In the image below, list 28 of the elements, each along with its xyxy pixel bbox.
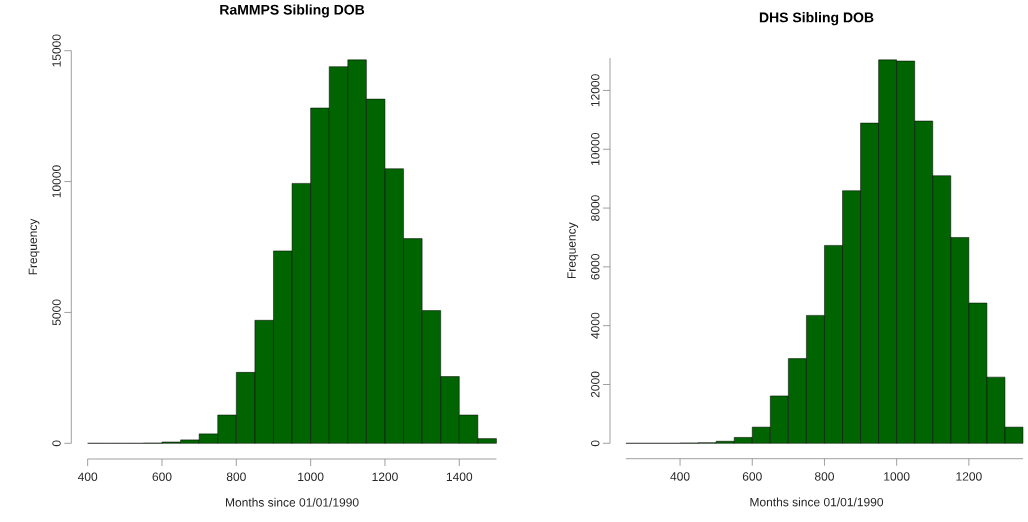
y-tick-label: 15000	[52, 34, 61, 67]
x-tick-label: 600	[742, 472, 762, 481]
x-tick-label: 400	[77, 472, 98, 482]
x-tick-label: 800	[814, 472, 834, 481]
y-tick-label: 5000	[52, 299, 61, 326]
y-tick-label: 12000	[591, 74, 600, 107]
y-tick-label: 6000	[591, 254, 600, 280]
chart-title: RaMMPS Sibling DOB	[220, 4, 365, 18]
y-tick-label: 0	[591, 440, 600, 447]
x-tick-label: 600	[152, 472, 172, 482]
x-axis-title: Months since 01/01/1990	[225, 497, 359, 507]
x-tick-label: 800	[226, 472, 246, 482]
y-axis-title: Frequency	[567, 222, 579, 279]
y-tick-label: 10000	[591, 133, 600, 166]
y-tick-label: 0	[52, 440, 61, 447]
x-tick-label: 1000	[298, 472, 324, 482]
x-tick-label: 1400	[446, 472, 473, 482]
y-tick-label: 8000	[591, 195, 600, 221]
x-tick-label: 1000	[884, 472, 910, 481]
y-tick-label: 4000	[591, 312, 600, 339]
x-tick-label: 1200	[372, 472, 398, 482]
y-tick-label: 2000	[591, 371, 600, 398]
x-axis-title: Months since 01/01/1990	[750, 497, 884, 507]
x-tick-label: 400	[670, 472, 690, 481]
x-tick-label: 1200	[956, 472, 982, 481]
y-axis-title: Frequency	[28, 218, 40, 275]
y-tick-label: 10000	[52, 165, 61, 198]
chart-title: DHS Sibling DOB	[759, 12, 874, 26]
